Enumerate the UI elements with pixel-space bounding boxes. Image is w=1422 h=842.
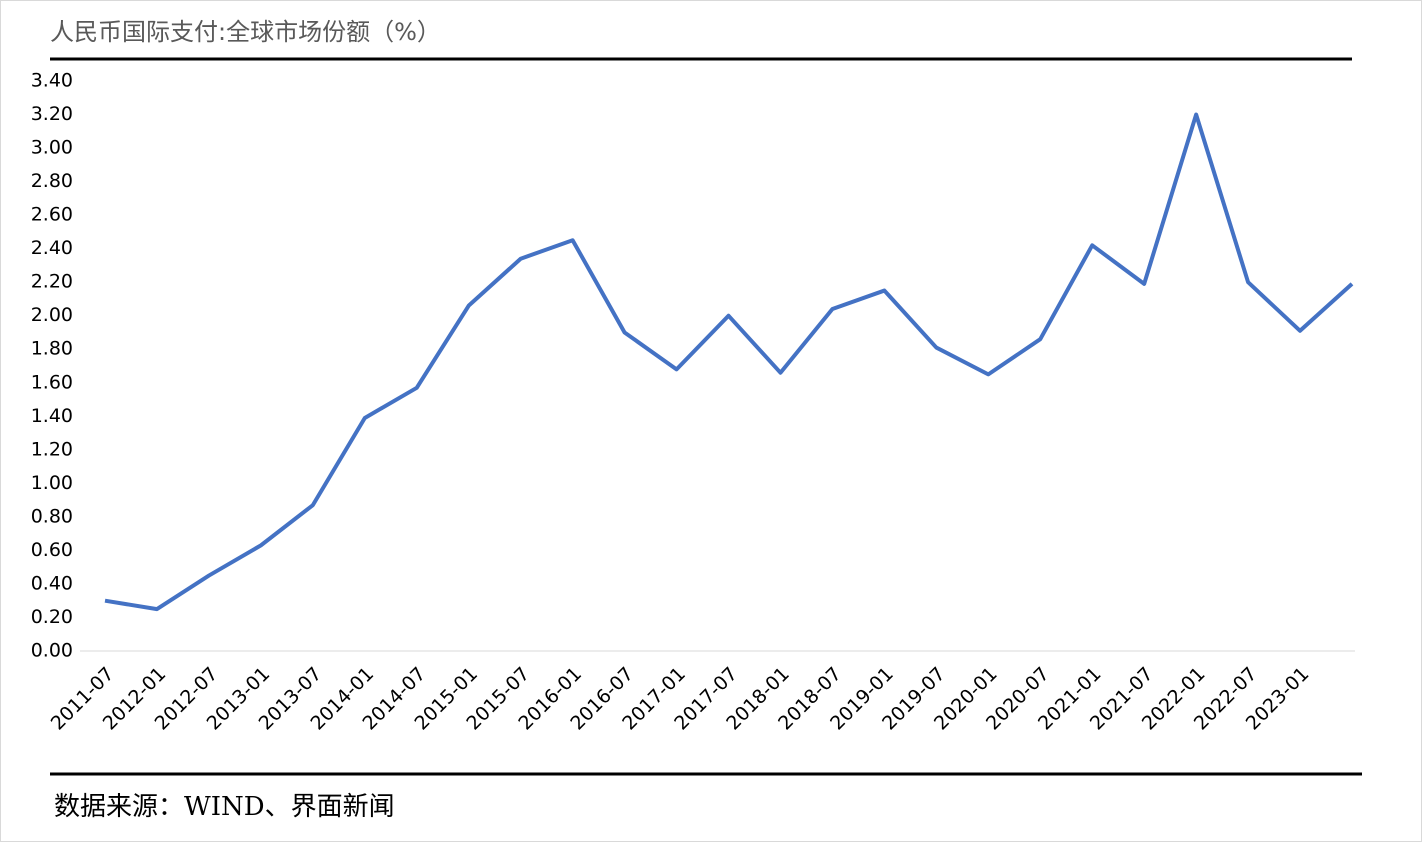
y-tick-label: 3.20 xyxy=(31,103,73,125)
y-tick-label: 2.80 xyxy=(31,170,73,192)
y-tick-label: 1.20 xyxy=(31,438,73,460)
y-tick-label: 1.40 xyxy=(31,405,73,427)
y-tick-label: 2.00 xyxy=(31,304,73,326)
chart-title: 人民币国际支付:全球市场份额（%） xyxy=(50,18,441,46)
y-tick-label: 0.40 xyxy=(31,572,73,594)
data-line xyxy=(104,112,1354,612)
y-tick-label: 2.40 xyxy=(31,237,73,259)
y-tick-label: 1.60 xyxy=(31,371,73,393)
y-tick-label: 3.00 xyxy=(31,137,73,159)
y-tick-label: 1.00 xyxy=(31,472,73,494)
y-tick-label: 0.60 xyxy=(31,539,73,561)
y-tick-label: 0.80 xyxy=(31,505,73,527)
y-tick-label: 2.60 xyxy=(31,204,73,226)
y-tick-label: 0.00 xyxy=(31,640,73,662)
y-tick-label: 0.20 xyxy=(31,606,73,628)
y-tick-label: 3.40 xyxy=(31,70,73,92)
source-note: 数据来源：WIND、界面新闻 xyxy=(54,792,395,822)
y-tick-label: 2.20 xyxy=(31,271,73,293)
y-tick-label: 1.80 xyxy=(31,338,73,360)
